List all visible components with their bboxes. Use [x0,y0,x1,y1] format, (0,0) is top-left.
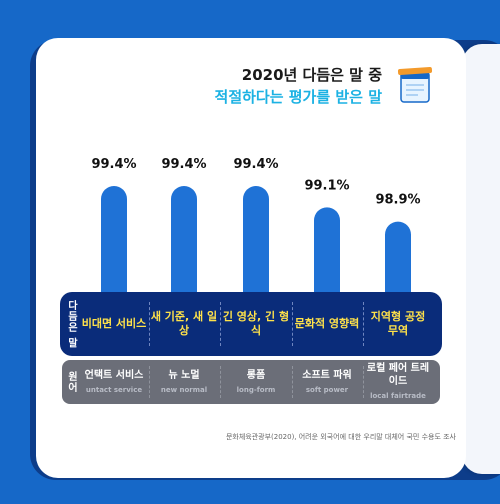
refined-row-label: 다듬은 말 [62,294,80,354]
column-separator [149,366,150,398]
original-word-5: 로컬 페어 트레이드 local fairtrade [364,360,432,404]
refined-word-1: 비대면 서비스 [81,317,147,330]
column-separator [291,366,293,398]
refined-words-box [62,294,440,354]
original-word-4: 소프트 파워 soft power [293,360,361,404]
original-word-ko-3: 롱폼 [246,369,266,381]
value-label-2: 99.4% [161,157,206,172]
refined-word-3: 긴 영상, 긴 형식 [222,310,290,337]
headline-line1: 2020년 다듬은 말 중 [241,66,382,84]
notepad-pencil-icon [398,66,433,103]
bar-3 [243,186,269,310]
column-separator [220,366,221,398]
original-words-box [62,360,440,404]
headline: 2020년 다듬은 말 중 적절하다는 평가를 받은 말 [215,64,382,108]
original-word-en-2: new normal [160,385,208,394]
original-word-3: 롱폼 long-form [222,360,290,404]
original-word-1: 언택트 서비스 untact service [80,360,148,404]
refined-word-4: 문화적 영향력 [294,317,360,330]
value-label-5: 98.9% [375,193,420,208]
original-word-ko-5: 로컬 페어 트레이드 [366,363,430,387]
column-separator [362,302,364,346]
column-separator [291,302,293,346]
headline-line2: 적절하다는 평가를 받은 말 [214,88,382,106]
column-separator [362,366,364,398]
refined-word-2: 새 기준, 새 일상 [150,310,218,337]
value-label-4: 99.1% [304,178,349,193]
original-row-label-text: 원어 [65,371,77,393]
original-word-en-1: untact service [85,385,143,394]
value-label-3: 99.4% [233,157,278,172]
bar-5 [385,221,411,310]
column-separator [220,302,221,346]
value-label-1: 99.4% [91,157,136,172]
original-word-ko-1: 언택트 서비스 [84,369,144,381]
refined-word-5: 지역형 공정 무역 [370,310,426,337]
original-row-label: 원어 [62,360,80,404]
refined-row-label-text: 다듬은 말 [65,299,77,349]
bar-2 [171,186,197,310]
original-word-ko-2: 뉴 노멀 [168,369,200,381]
original-word-2: 뉴 노멀 new normal [150,360,218,404]
bar-4 [314,207,340,310]
original-word-ko-4: 소프트 파워 [302,369,352,381]
original-word-en-4: soft power [305,385,349,394]
book-right-page [462,44,500,474]
column-separator [149,302,150,346]
original-word-en-5: local fairtrade [370,392,426,400]
source-note: 문화체육관광부(2020), 어려운 외국어에 대한 우리말 대체어 국민 수용… [225,433,456,441]
original-word-en-3: long-form [236,385,276,394]
bar-1 [101,186,127,310]
